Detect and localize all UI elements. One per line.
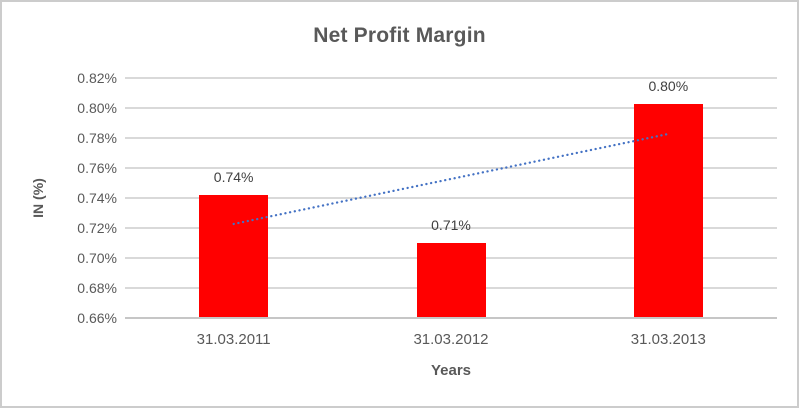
trendline-line <box>232 132 670 226</box>
y-axis-tick-label: 0.82% <box>77 70 117 86</box>
y-axis-tick-label: 0.70% <box>77 250 117 266</box>
x-axis-category-label: 31.03.2011 <box>196 331 271 348</box>
gridline <box>125 107 777 109</box>
gridline <box>125 77 777 79</box>
y-axis-tick-label: 0.74% <box>77 190 117 206</box>
y-axis-tick-label: 0.66% <box>77 310 117 326</box>
x-axis-title: Years <box>430 362 472 379</box>
y-axis-tick-label: 0.78% <box>77 130 117 146</box>
y-axis-tick-label: 0.76% <box>77 160 117 176</box>
bar-31.03.2013 <box>633 103 703 317</box>
x-axis-line <box>125 317 777 319</box>
y-axis-title: IN (%) <box>30 178 46 218</box>
y-axis-tick-label: 0.80% <box>77 100 117 116</box>
bar-31.03.2012 <box>416 243 486 317</box>
bar-31.03.2011 <box>199 195 269 317</box>
bar-data-label: 0.80% <box>648 77 689 94</box>
bar-data-label: 0.74% <box>213 169 254 185</box>
x-axis-category-label: 31.03.2012 <box>413 331 489 348</box>
gridline <box>125 227 777 229</box>
x-axis-category-label: 31.03.2013 <box>630 331 706 348</box>
y-axis-tick-label: 0.72% <box>77 220 117 236</box>
bar-data-label: 0.71% <box>431 217 471 233</box>
chart-title: Net Profit Margin <box>313 24 486 47</box>
y-axis-tick-label: 0.68% <box>77 280 117 296</box>
